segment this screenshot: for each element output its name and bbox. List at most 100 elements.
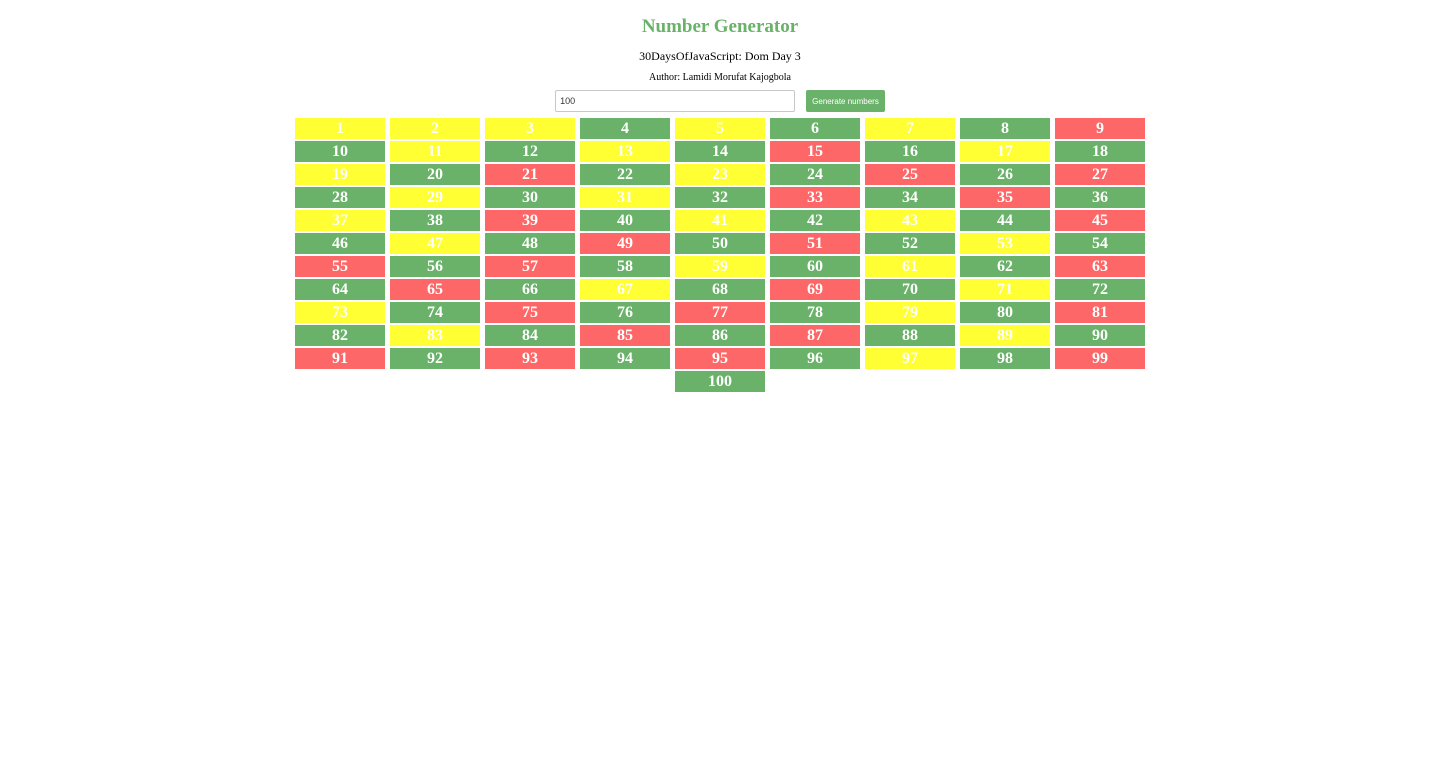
number-cell: 2 [390,118,480,139]
number-cell: 76 [580,302,670,323]
number-cell: 80 [960,302,1050,323]
number-cell: 49 [580,233,670,254]
number-cell: 52 [865,233,955,254]
number-cell: 34 [865,187,955,208]
number-cell: 27 [1055,164,1145,185]
number-cell: 47 [390,233,480,254]
number-cell: 95 [675,348,765,369]
number-cell: 29 [390,187,480,208]
number-cell: 45 [1055,210,1145,231]
number-cell: 35 [960,187,1050,208]
number-cell: 20 [390,164,480,185]
number-cell: 13 [580,141,670,162]
number-cell: 8 [960,118,1050,139]
number-cell: 66 [485,279,575,300]
number-cell: 88 [865,325,955,346]
number-cell: 74 [390,302,480,323]
number-cell: 31 [580,187,670,208]
number-cell: 58 [580,256,670,277]
number-cell: 18 [1055,141,1145,162]
number-cell: 56 [390,256,480,277]
number-cell: 7 [865,118,955,139]
page-header: Number Generator 30DaysOfJavaScript: Dom… [0,0,1440,84]
number-cell: 46 [295,233,385,254]
number-cell: 10 [295,141,385,162]
number-cell: 28 [295,187,385,208]
number-cell: 9 [1055,118,1145,139]
number-cell: 68 [675,279,765,300]
number-cell: 90 [1055,325,1145,346]
number-cell: 4 [580,118,670,139]
number-cell: 83 [390,325,480,346]
number-cell: 82 [295,325,385,346]
number-cell: 33 [770,187,860,208]
number-cell: 5 [675,118,765,139]
number-cell: 26 [960,164,1050,185]
number-cell: 71 [960,279,1050,300]
number-cell: 77 [675,302,765,323]
number-cell: 41 [675,210,765,231]
number-cell: 16 [865,141,955,162]
number-cell: 48 [485,233,575,254]
number-cell: 23 [675,164,765,185]
number-cell: 73 [295,302,385,323]
number-cell: 36 [1055,187,1145,208]
number-cell: 24 [770,164,860,185]
page-title: Number Generator [641,16,799,37]
number-cell: 3 [485,118,575,139]
number-cell: 12 [485,141,575,162]
number-cell: 96 [770,348,860,369]
number-cell: 50 [675,233,765,254]
number-cell: 53 [960,233,1050,254]
number-cell: 79 [865,302,955,323]
number-cell: 89 [960,325,1050,346]
number-cell: 19 [295,164,385,185]
number-cell: 25 [865,164,955,185]
page-subtitle: 30DaysOfJavaScript: Dom Day 3 [639,49,801,63]
number-cell: 37 [295,210,385,231]
number-cell: 84 [485,325,575,346]
number-cell: 72 [1055,279,1145,300]
number-cell: 62 [960,256,1050,277]
number-cell: 57 [485,256,575,277]
number-cell: 1 [295,118,385,139]
number-cell: 65 [390,279,480,300]
number-cell: 98 [960,348,1050,369]
number-cell: 14 [675,141,765,162]
number-cell: 63 [1055,256,1145,277]
number-cell: 97 [865,348,955,369]
number-cell: 22 [580,164,670,185]
number-cell: 99 [1055,348,1145,369]
number-cell: 70 [865,279,955,300]
number-cell: 11 [390,141,480,162]
number-cell: 85 [580,325,670,346]
number-input[interactable] [555,90,796,112]
number-cell: 69 [770,279,860,300]
number-grid: 1 2 3 4 5 6 7 8 9 10 11 12 13 14 15 16 17 18 19 20 21 22 23 24 2… [293,118,1148,394]
number-cell: 6 [770,118,860,139]
generate-numbers-button[interactable]: Generate numbers [806,90,885,112]
number-cell: 17 [960,141,1050,162]
number-cell: 100 [675,371,765,392]
number-cell: 81 [1055,302,1145,323]
number-cell: 91 [295,348,385,369]
number-cell: 43 [865,210,955,231]
number-cell: 86 [675,325,765,346]
number-cell: 78 [770,302,860,323]
number-cell: 39 [485,210,575,231]
number-cell: 61 [865,256,955,277]
number-cell: 87 [770,325,860,346]
author-line: Author: Lamidi Morufat Kajogbola [649,72,791,83]
number-cell: 51 [770,233,860,254]
number-cell: 21 [485,164,575,185]
number-cell: 59 [675,256,765,277]
number-cell: 60 [770,256,860,277]
number-cell: 30 [485,187,575,208]
number-cell: 55 [295,256,385,277]
number-cell: 67 [580,279,670,300]
number-cell: 44 [960,210,1050,231]
number-cell: 32 [675,187,765,208]
number-cell: 75 [485,302,575,323]
number-cell: 15 [770,141,860,162]
number-cell: 54 [1055,233,1145,254]
